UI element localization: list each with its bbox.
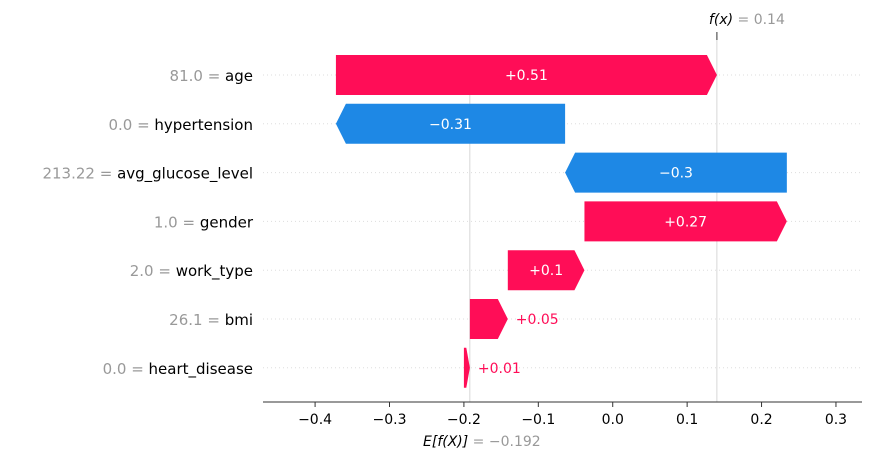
x-tick-label: 0.0 (602, 412, 624, 428)
feature-name: gender (200, 213, 254, 231)
bar-hypertension (335, 103, 566, 144)
feature-name: hypertension (154, 116, 253, 134)
contribution-label-age: +0.51 (505, 68, 548, 84)
feature-name: avg_glucose_level (117, 165, 253, 184)
feature-value: 0.0 (108, 116, 132, 134)
x-tick-label: −0.2 (447, 412, 481, 428)
equals-sign: = (203, 311, 225, 329)
x-tick-label: −0.1 (521, 412, 555, 428)
bar-age (335, 55, 717, 95)
feature-name: bmi (225, 311, 253, 329)
feature-value: 0.0 (103, 360, 127, 378)
contribution-label-gender: +0.27 (664, 214, 707, 230)
feature-label: 2.0 = work_type (130, 262, 253, 281)
feature-name: work_type (176, 262, 253, 281)
feature-value: 1.0 (154, 213, 178, 231)
feature-label: 81.0 = age (170, 67, 253, 85)
fx-value-label: f(x) = 0.14 (709, 12, 785, 28)
feature-label: 213.22 = avg_glucose_level (42, 165, 253, 184)
feature-value: 81.0 (170, 67, 203, 85)
feature-label: 26.1 = bmi (169, 311, 253, 329)
x-tick-label: −0.3 (372, 412, 406, 428)
expected-value-number: −0.192 (489, 434, 541, 450)
feature-name: heart_disease (149, 360, 253, 379)
bar-work-type (507, 250, 585, 291)
feature-value: 2.0 (130, 262, 154, 280)
equals-sign: = (132, 116, 154, 134)
bar-heart-disease (463, 347, 470, 388)
fx-name: f(x) (709, 12, 733, 28)
x-tick-label: 0.3 (825, 412, 847, 428)
equals-sign: = (154, 262, 176, 280)
bar-avg-glucose-level (565, 152, 787, 193)
contribution-label-heart-disease: +0.01 (478, 361, 521, 377)
feature-label: 0.0 = hypertension (108, 116, 253, 134)
contribution-label-avg-glucose-level: −0.3 (659, 166, 693, 182)
x-tick-label: 0.1 (676, 412, 698, 428)
feature-name: age (225, 67, 253, 85)
contribution-label-bmi: +0.05 (516, 312, 559, 328)
equals-sign: = (95, 165, 117, 183)
x-tick-label: −0.4 (298, 412, 332, 428)
bar-gender (584, 201, 787, 242)
feature-label: 1.0 = gender (154, 213, 254, 231)
bar-bmi (469, 299, 508, 339)
contribution-label-hypertension: −0.31 (429, 117, 472, 133)
x-tick-label: 0.2 (750, 412, 772, 428)
contribution-label-work-type: +0.1 (529, 263, 563, 279)
feature-value: 213.22 (42, 165, 95, 183)
equals-sign: = (468, 434, 489, 450)
expected-value-label: E[f(X)] = −0.192 (423, 434, 541, 450)
feature-value: 26.1 (169, 311, 202, 329)
equals-sign: = (178, 213, 200, 231)
expected-value-name: E[f(X)] (423, 434, 468, 450)
feature-label: 0.0 = heart_disease (103, 360, 253, 379)
equals-sign: = (203, 67, 225, 85)
equals-sign: = (126, 360, 148, 378)
fx-number: 0.14 (754, 12, 785, 28)
equals-sign: = (733, 12, 754, 28)
